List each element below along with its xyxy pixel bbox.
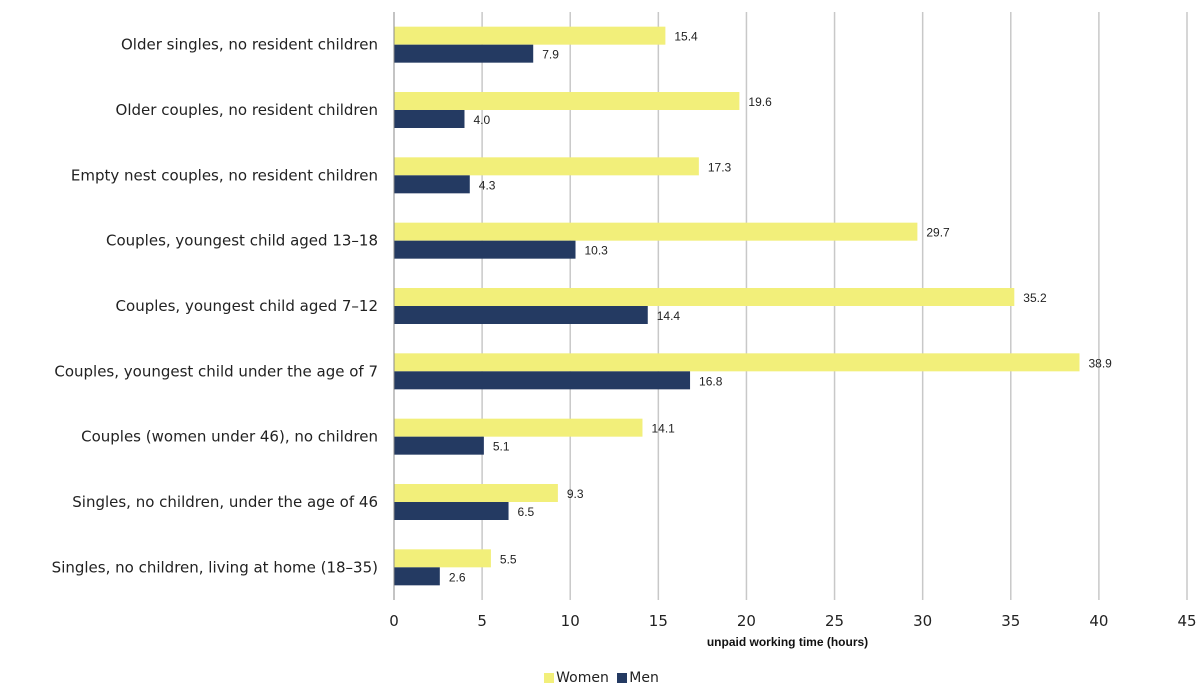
legend: Women Men (0, 670, 1203, 687)
bar-men (394, 110, 465, 128)
bar-men (394, 502, 509, 520)
value-label-women: 38.9 (1089, 356, 1113, 370)
category-label: Empty nest couples, no resident children (71, 166, 378, 184)
category-label: Couples, youngest child under the age of… (54, 362, 378, 380)
category-label: Singles, no children, under the age of 4… (72, 493, 378, 511)
value-label-men: 2.6 (449, 570, 466, 584)
bar-women (394, 418, 643, 437)
bars (394, 26, 1080, 586)
category-label: Couples, youngest child aged 7–12 (116, 297, 378, 315)
value-label-men: 16.8 (699, 374, 723, 388)
bar-women (394, 92, 740, 110)
bar-men (394, 175, 470, 194)
legend-label-men: Men (629, 670, 659, 686)
bar-women (394, 353, 1080, 372)
value-label-women: 9.3 (567, 487, 584, 501)
x-tick-labels: 0 5 10 15 20 25 30 35 40 45 (389, 612, 1196, 630)
x-tick-label: 40 (1089, 612, 1108, 630)
x-tick-label: 25 (825, 612, 844, 630)
value-label-women: 29.7 (926, 226, 950, 240)
legend-swatch-women (544, 673, 555, 683)
value-label-men: 10.3 (585, 244, 609, 258)
category-label: Older couples, no resident children (116, 101, 378, 119)
legend-item-men: Men (617, 670, 659, 686)
bar-men (394, 44, 534, 63)
legend-swatch-men (617, 673, 628, 683)
value-label-women: 15.4 (674, 30, 698, 44)
value-label-men: 14.4 (657, 309, 681, 323)
bar-women (394, 549, 491, 568)
value-label-men: 7.9 (542, 48, 559, 62)
bar-men (394, 567, 440, 586)
x-tick-label: 35 (1001, 612, 1020, 630)
x-tick-label: 20 (737, 612, 756, 630)
bar-women (394, 157, 699, 176)
x-tick-label: 0 (389, 612, 399, 630)
category-label: Singles, no children, living at home (18… (52, 558, 378, 576)
value-labels: 15.4 7.9 19.6 4.0 17.3 4.3 29.7 10.3 35.2 14.4 38.… (449, 30, 1112, 585)
bar-men (394, 371, 691, 390)
value-label-women: 35.2 (1023, 291, 1047, 305)
category-label: Couples (women under 46), no children (81, 428, 378, 446)
category-label: Couples, youngest child aged 13–18 (106, 232, 378, 250)
value-label-men: 5.1 (493, 440, 510, 454)
x-tick-label: 5 (477, 612, 487, 630)
bar-women (394, 26, 666, 45)
legend-item-women: Women (544, 670, 609, 686)
value-label-men: 4.3 (479, 178, 496, 192)
x-tick-label: 10 (561, 612, 580, 630)
bar-women (394, 222, 918, 241)
bar-women (394, 484, 558, 502)
x-axis-title: unpaid working time (hours) (707, 635, 868, 649)
value-label-men: 4.0 (473, 113, 490, 127)
value-label-women: 5.5 (500, 552, 517, 566)
category-labels: Older singles, no resident children Older… (52, 36, 378, 577)
bar-men (394, 306, 648, 324)
category-label: Older singles, no resident children (121, 36, 378, 54)
bar-men (394, 240, 576, 259)
value-label-men: 6.5 (518, 505, 535, 519)
x-tick-label: 30 (913, 612, 932, 630)
x-tick-label: 15 (649, 612, 668, 630)
legend-label-women: Women (556, 670, 609, 686)
value-label-women: 17.3 (708, 160, 732, 174)
bar-women (394, 288, 1015, 306)
value-label-women: 19.6 (748, 95, 772, 109)
value-label-women: 14.1 (651, 422, 675, 436)
bar-men (394, 436, 484, 455)
x-tick-label: 45 (1177, 612, 1196, 630)
